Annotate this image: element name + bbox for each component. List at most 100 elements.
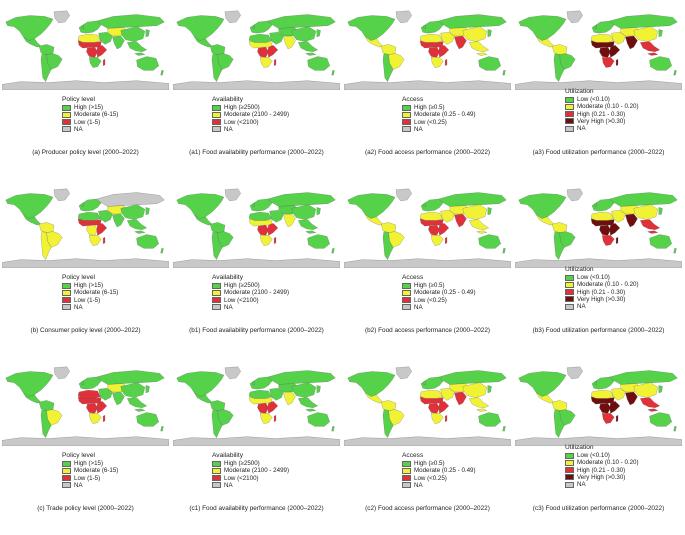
region-north-africa (77, 211, 101, 221)
region-south-asia (625, 213, 638, 228)
region-antarctica (515, 258, 682, 268)
legend-item: NA (402, 126, 476, 133)
legend-item: High (≥2500) (212, 460, 289, 467)
region-middle-east (269, 32, 284, 45)
region-north-america (5, 193, 54, 219)
region-southeast-asia (469, 41, 489, 52)
legend-title: Policy level (62, 452, 95, 459)
region-north-africa (248, 33, 272, 43)
region-new-zealand (673, 426, 677, 432)
world-map (515, 8, 682, 90)
region-antarctica (2, 436, 169, 446)
region-uk (252, 202, 255, 207)
map-panel: Access High (≥0.5) Moderate (0.25 - 0.49) L… (342, 178, 513, 356)
region-europe (78, 20, 102, 34)
region-russia (609, 14, 678, 29)
legend-swatch (565, 459, 574, 466)
region-north-africa (419, 33, 443, 43)
region-japan (487, 29, 492, 38)
region-japan (316, 29, 321, 38)
region-indonesia (476, 52, 488, 56)
region-madagascar (616, 415, 619, 422)
legend-label: High (≥2500) (224, 282, 260, 290)
legend-swatch (212, 282, 221, 289)
region-southern-africa (602, 413, 615, 424)
legend-label: High (≥2500) (224, 104, 260, 112)
region-south-america-n (209, 400, 226, 411)
region-antarctica (173, 436, 340, 446)
legend-label: NA (74, 303, 83, 311)
region-north-america (5, 15, 54, 41)
region-south-asia (112, 35, 125, 50)
legend-swatch (402, 104, 411, 111)
world-map-svg (515, 188, 682, 268)
region-southern-africa (602, 57, 615, 68)
region-uk (252, 24, 255, 29)
panel-caption: (c3) Food utilization performance (2000–… (532, 505, 665, 512)
region-east-africa (438, 223, 450, 236)
region-new-zealand (502, 70, 506, 76)
region-east-africa (267, 223, 279, 236)
region-uk (594, 380, 597, 385)
region-madagascar (103, 59, 106, 66)
legend-title: Policy level (62, 96, 95, 103)
legend-item: Low (1-5) (62, 119, 118, 126)
region-south-america-s (40, 409, 52, 438)
legend-label: High (≥0.5) (414, 460, 445, 468)
legend-label: Low (<0.25) (414, 118, 447, 126)
region-middle-east (611, 32, 626, 45)
region-southeast-asia (469, 219, 489, 230)
region-southeast-asia (298, 41, 318, 52)
legend-label: Moderate (0.25 - 0.49) (414, 111, 476, 119)
region-east-africa (438, 45, 450, 58)
region-north-africa (77, 389, 101, 399)
panel-caption: (c2) Food access performance (2000–2022) (365, 505, 490, 512)
region-madagascar (274, 415, 277, 422)
region-south-asia (625, 391, 638, 406)
legend-item: NA (402, 304, 476, 311)
region-japan (145, 29, 150, 38)
legend-item: NA (402, 482, 476, 489)
world-map (173, 364, 340, 446)
legend-swatch (62, 282, 71, 289)
legend-swatch (212, 126, 221, 133)
region-indonesia (647, 230, 659, 234)
legend-item: Moderate (0.25 - 0.49) (402, 111, 476, 118)
region-middle-east (98, 388, 113, 401)
legend-swatch (402, 475, 411, 482)
world-map (2, 364, 169, 446)
region-russia (267, 192, 336, 207)
legend-item: High (≥2500) (212, 282, 289, 289)
region-southern-africa (89, 57, 102, 68)
region-east-africa (96, 401, 108, 414)
region-east-africa (609, 45, 621, 58)
legend-swatch (402, 282, 411, 289)
legend-swatch (212, 289, 221, 296)
legend-item: Moderate (0.10 - 0.20) (565, 103, 639, 110)
legend-label: Moderate (6-15) (74, 467, 119, 475)
legend-label: High (0.21 - 0.30) (577, 110, 626, 118)
legend-label: NA (577, 302, 586, 310)
legend-swatch (565, 111, 574, 118)
region-southeast-asia (127, 41, 147, 52)
region-south-america-n (38, 400, 55, 411)
legend-swatch (62, 126, 71, 133)
region-uk (594, 24, 597, 29)
legend-label: NA (414, 125, 423, 133)
region-madagascar (103, 415, 106, 422)
panel-caption: (b) Consumer policy level (2000–2022) (30, 327, 141, 334)
region-north-america (347, 15, 396, 41)
region-greenland (224, 188, 241, 202)
world-map (173, 186, 340, 268)
legend-swatch (212, 475, 221, 482)
region-australia (136, 412, 159, 427)
world-map-svg (515, 366, 682, 446)
region-china (120, 26, 146, 42)
legend-title: Utilization (565, 266, 594, 273)
legend-swatch (402, 304, 411, 311)
world-map (2, 8, 169, 90)
region-russia (267, 370, 336, 385)
region-southern-africa (431, 413, 444, 424)
region-new-zealand (160, 248, 164, 254)
legend-swatch (565, 452, 574, 459)
